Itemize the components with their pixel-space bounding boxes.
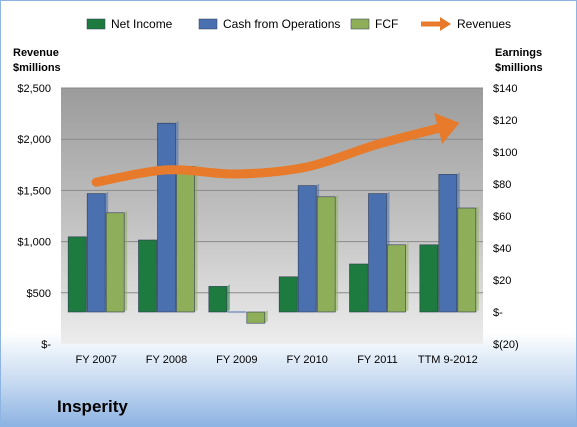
legend-swatch-arrow-revenues [440,17,451,31]
legend-label-revenues: Revenues [457,17,511,31]
legend-label-net-income: Net Income [111,17,173,31]
bar-cash-from-operations [297,185,317,313]
legend-swatch-cash-from-operations [198,18,218,30]
left-tick-label: $- [41,339,51,351]
right-tick-label: $40 [493,243,511,255]
legend-swatch-net-income [86,18,106,30]
bar-net-income [419,244,439,313]
bar-side-fcf [264,310,268,324]
right-tick-label: $80 [493,179,511,191]
right-tick-label: $60 [493,211,511,223]
right-tick-label: $20 [493,275,511,287]
legend-label-fcf: FCF [375,17,398,31]
bar-net-income [67,236,87,313]
bar-fcf [457,207,477,313]
x-tick-label: FY 2010 [286,354,327,366]
legend-label-cash-from-operations: Cash from Operations [223,17,340,31]
left-tick-label: $1,000 [17,237,51,249]
left-tick-label: $500 [27,288,51,300]
bar-side-net-income [226,284,230,312]
bar-cash-from-operations [86,193,106,313]
x-tick-label: FY 2008 [146,354,187,366]
bar-cash-from-operations [157,122,176,313]
revenues-line [91,121,453,187]
revenues-arrowhead [434,112,460,144]
left-axis-title-line1: Revenue [13,47,59,59]
bar-side-fcf [124,210,128,312]
left-tick-label: $2,500 [17,83,51,95]
right-tick-label: $140 [493,83,517,95]
bar-cash-from-operations [438,174,458,313]
bar-net-income [349,263,368,313]
left-tick-label: $1,500 [17,185,51,197]
bar-fcf [176,166,195,313]
bar-net-income [208,286,228,313]
x-tick-label: FY 2007 [75,354,116,366]
bar-fcf [316,196,336,313]
right-tick-label: $(20) [493,339,519,351]
bar-side-fcf [194,164,198,312]
bar-fcf [387,244,406,313]
x-tick-label: TTM 9-2012 [418,354,478,366]
right-axis-title-line2: $millions [495,62,543,74]
bar-net-income [278,276,298,313]
bar-fcf [246,311,266,324]
bar-fcf [105,212,125,313]
bar-side-fcf [475,206,479,312]
right-axis-title-line1: Earnings [495,47,542,59]
x-tick-label: FY 2009 [216,354,257,366]
bar-side-fcf [405,242,409,312]
right-tick-label: $100 [493,147,517,159]
company-name: Insperity [57,397,128,416]
legend-swatch-fcf [350,18,370,30]
left-tick-label: $2,000 [17,134,51,146]
bar-net-income [138,239,157,313]
bar-cash-from-operations [368,193,387,313]
bar-side-fcf [335,194,339,312]
right-tick-label: $120 [493,115,517,127]
left-axis-title-line2: $millions [13,62,61,74]
x-tick-label: FY 2011 [357,354,398,366]
right-tick-label: $- [493,307,503,319]
